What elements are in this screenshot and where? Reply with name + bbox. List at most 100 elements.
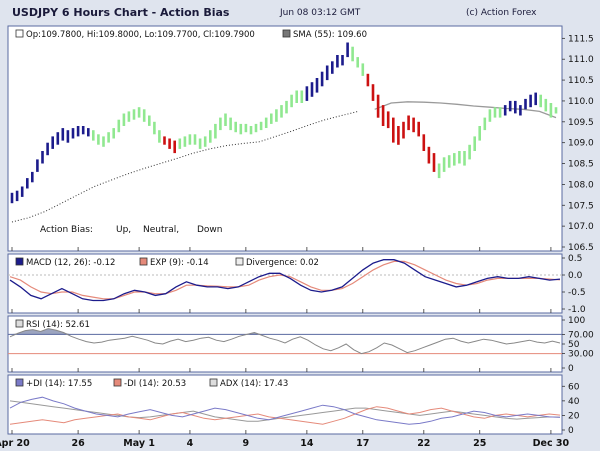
price-bar-down [163,136,166,145]
price-bar-up [320,71,324,87]
price-bar-neutral [153,121,156,135]
adx-legend-swatch [209,378,218,387]
price-bar-neutral [183,136,187,147]
price-bar-neutral [198,138,202,149]
price-bar-up [81,126,85,135]
macd-marks [8,259,562,302]
x-tick-label: 22 [417,438,430,449]
y-tick-label: 0 [568,364,574,374]
panel-3 [7,374,563,435]
price-bar-up [36,159,39,172]
price-bar-neutral [102,136,105,147]
price-bar-neutral [178,138,182,149]
price-bar-up [529,94,532,108]
price-bar-down [366,73,370,87]
y-tick-label: 70.00 [568,330,594,340]
y-tick-label: 111.5 [568,34,594,44]
plus-di-line [9,396,561,425]
y-tick-label: 107.5 [568,201,594,211]
minus-di-legend: -DI (14): 20.53 [124,379,186,389]
price-bar-up [51,136,54,149]
price-bar-neutral [132,109,136,120]
price-bar-up [76,126,80,137]
price-bar-neutral [544,98,548,112]
price-bar-up [346,42,349,58]
x-tick-label: 17 [356,438,369,449]
price-bar-neutral [356,57,359,68]
chart-header: USDJPY 6 Hours Chart - Action Bias Jun 0… [0,0,600,26]
action-bias-down: Down [197,225,223,235]
price-bar-up [56,132,60,145]
y-tick-label: -1.0 [568,305,586,315]
x-tick-label: 25 [473,438,486,449]
price-bar-neutral [290,94,293,108]
y-tick-label: -0.5 [568,288,586,298]
panel-1 [7,253,563,314]
price-bar-down [376,94,380,118]
y-tick-label: 110.5 [568,76,594,86]
price-bar-neutral [209,130,212,143]
price-bar-neutral [453,153,456,166]
rsi-legend-swatch [15,319,24,328]
price-bar-neutral [295,90,298,103]
price-bar-up [10,192,14,204]
price-bar-neutral [239,123,243,135]
x-tick-label: 4 [187,438,194,449]
price-bar-up [503,105,507,116]
y-tick-label: 108.5 [568,160,594,170]
price-bar-neutral [244,123,248,133]
y-tick-label: 107.0 [568,222,594,232]
price-bar-neutral [463,151,466,166]
price-bar-neutral [219,117,222,131]
price-bar-up [325,65,329,81]
price-bar-neutral [280,105,283,118]
price-bar-neutral [137,107,141,118]
price-bar-down [422,134,426,151]
price-bar-up [524,98,527,110]
x-tick-label: 26 [71,438,85,449]
price-bar-neutral [285,100,288,114]
x-tick-label: 9 [243,438,250,449]
divergence-legend-swatch [235,257,244,266]
price-bar-neutral [193,134,197,145]
price-bar-up [336,55,339,68]
price-bar-neutral [458,151,461,164]
y-tick-label: 20 [568,411,580,421]
price-bar-neutral [270,113,273,124]
price-bar-down [432,153,436,172]
y-tick-label: 60 [568,382,580,392]
action-bias-up: Up, [116,225,131,235]
y-tick-label: 108.0 [568,180,594,190]
price-bar-down [381,105,385,126]
chart-datetime: Jun 08 03:12 GMT [280,8,361,18]
price-bar-neutral [478,126,481,141]
price-bar-up [514,100,517,114]
price-bar-neutral [97,134,100,145]
minus-di-line [9,406,561,425]
price-bar-up [61,128,65,141]
price-bar-up [15,190,19,202]
price-bar-up [305,86,309,101]
price-bar-up [20,186,24,197]
price-bar-neutral [300,90,304,103]
price-bar-neutral [549,103,553,118]
x-tick-label: Apr 20 [0,438,30,449]
macd-line [9,259,561,302]
price-bar-up [331,61,334,74]
price-bar-down [168,138,171,149]
price-bar-neutral [361,63,365,76]
price-bar-up [87,128,90,137]
price-bar-neutral [234,121,237,133]
price-bar-down [402,121,405,139]
panel-2 [7,315,563,373]
chart-copyright: (c) Action Forex [466,8,537,18]
price-bar-up [310,82,314,97]
price-bar-neutral [203,136,207,147]
y-tick-label: 109.5 [568,118,594,128]
rsi-line [9,328,561,355]
y-tick-label: 106.5 [568,243,594,253]
price-bar-neutral [92,130,95,141]
price-bar-neutral [188,134,192,145]
price-bar-neutral [249,126,253,135]
y-tick-label: 30.00 [568,350,594,360]
